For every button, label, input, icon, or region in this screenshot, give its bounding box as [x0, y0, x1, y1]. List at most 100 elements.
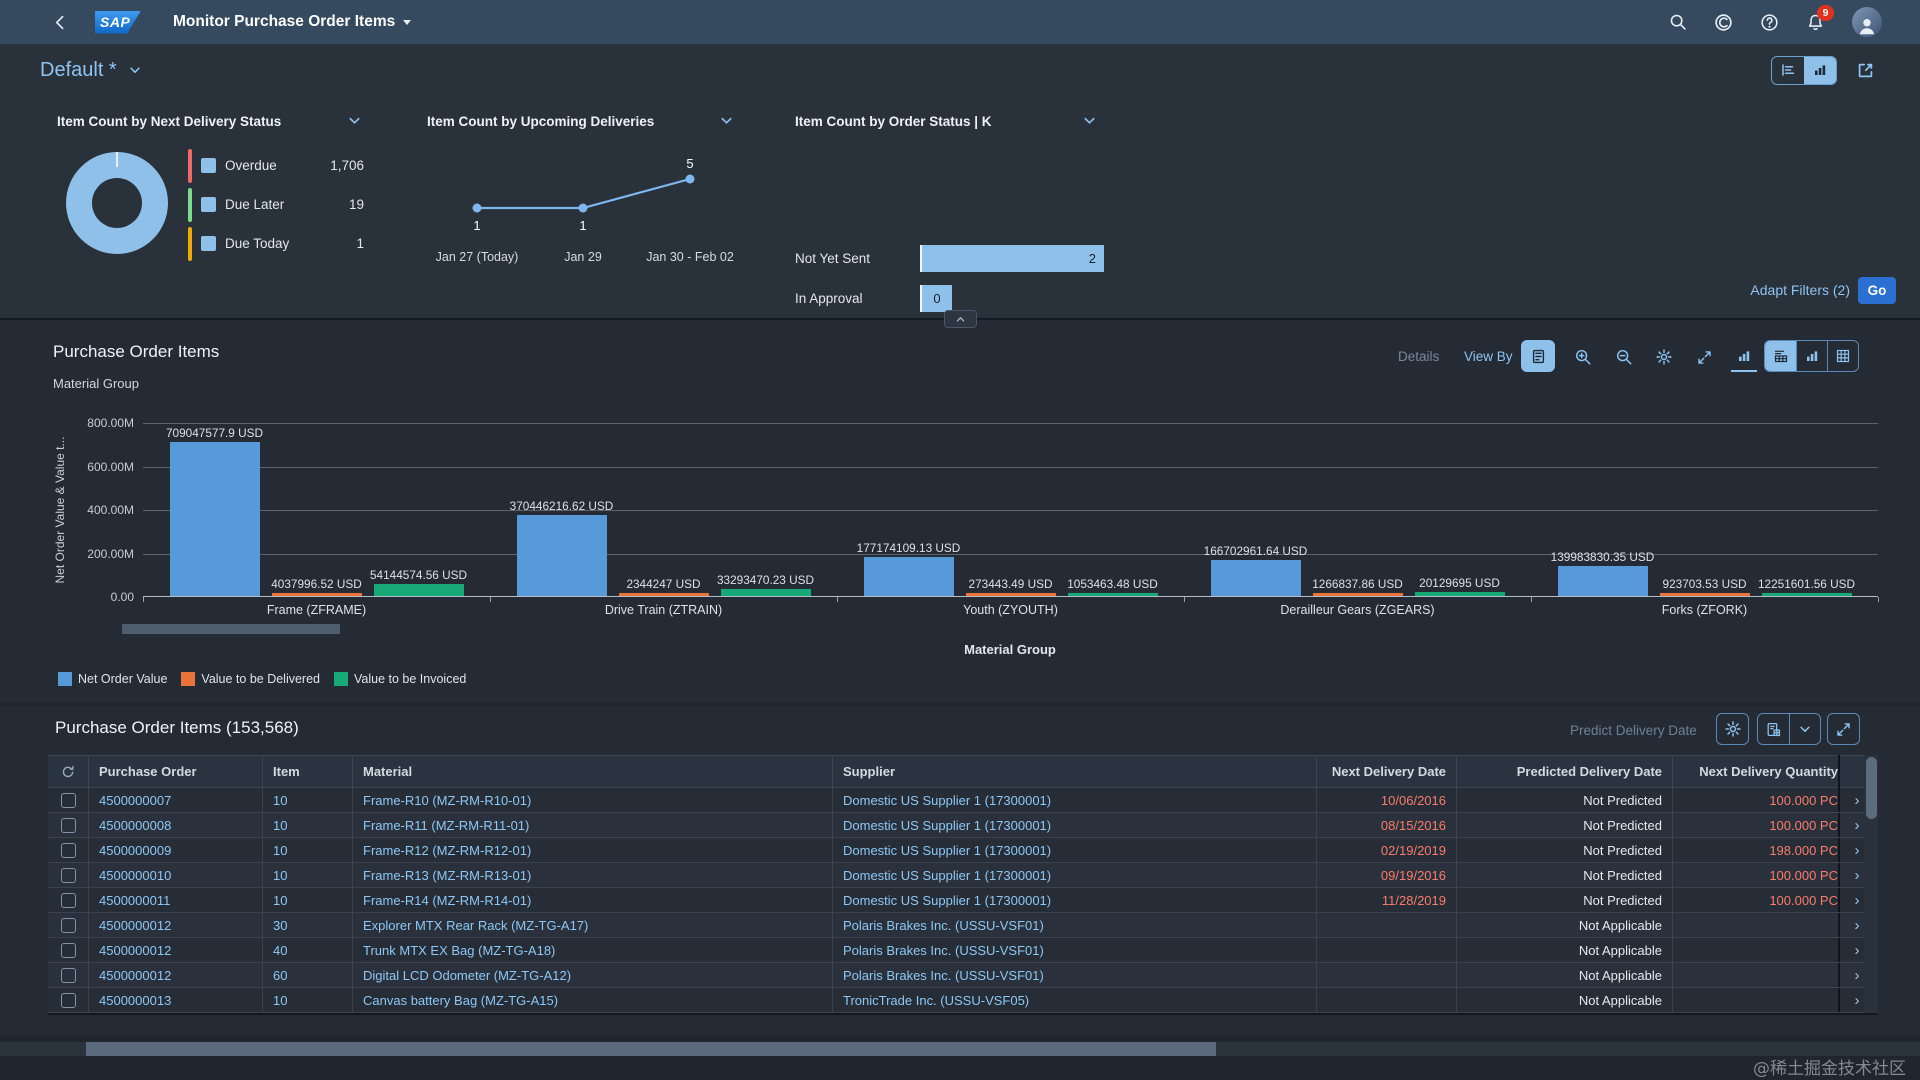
scrollbar-thumb[interactable] [86, 1042, 1216, 1056]
table-row[interactable]: 4500000013 10 Canvas battery Bag (MZ-TG-A1… [48, 988, 1878, 1013]
chart-horizontal-scrollbar[interactable] [122, 624, 340, 634]
chart-bar[interactable] [965, 593, 1056, 596]
table-row[interactable]: 4500000012 60 Digital LCD Odometer (MZ-TG-… [48, 963, 1878, 988]
variant-selector[interactable]: Default * [40, 59, 142, 82]
table-vertical-scrollbar[interactable] [1864, 755, 1878, 1013]
donut-legend-item[interactable]: Overdue 1,706 [188, 146, 364, 185]
supplier-link[interactable]: Domestic US Supplier 1 (17300001) [843, 867, 1052, 883]
chart-bar[interactable] [373, 584, 464, 596]
chevron-down-icon[interactable] [347, 113, 362, 128]
chevron-right-icon[interactable]: › [1854, 866, 1860, 884]
chevron-right-icon[interactable]: › [1854, 991, 1860, 1009]
table-row[interactable]: 4500000009 10 Frame-R12 (MZ-RM-R12-01) Dome… [48, 838, 1878, 863]
chevron-right-icon[interactable]: › [1854, 841, 1860, 859]
table-row[interactable]: 4500000012 30 Explorer MTX Rear Rack (MZ-T… [48, 913, 1878, 938]
export-menu-chevron-down-icon[interactable] [1789, 714, 1820, 744]
table-row[interactable]: 4500000010 10 Frame-R13 (MZ-RM-R13-01) Dome… [48, 863, 1878, 888]
row-checkbox[interactable] [60, 817, 76, 833]
collapse-header-button[interactable] [944, 310, 977, 328]
chart-bar[interactable] [1312, 593, 1403, 596]
supplier-link[interactable]: Domestic US Supplier 1 (17300001) [843, 817, 1052, 833]
material-link[interactable]: Frame-R11 (MZ-RM-R11-01) [363, 817, 530, 833]
supplier-link[interactable]: Polaris Brakes Inc. (USSU-VSF01) [843, 967, 1044, 983]
chart-bar[interactable] [271, 593, 362, 596]
chart-bar[interactable] [1210, 559, 1301, 596]
fullscreen-expand-icon[interactable] [1691, 344, 1717, 370]
chevron-down-icon[interactable] [1082, 113, 1097, 128]
details-button[interactable]: Details [1398, 349, 1440, 364]
item-link[interactable]: 10 [273, 792, 288, 808]
order-status-bar-row[interactable]: Not Yet Sent 2 [795, 238, 1104, 278]
item-link[interactable]: 30 [273, 917, 288, 933]
chart-bar[interactable] [1067, 593, 1158, 596]
material-link[interactable]: Trunk MTX EX Bag (MZ-TG-A18) [363, 942, 556, 958]
item-link[interactable]: 10 [273, 842, 288, 858]
app-title-menu[interactable]: Monitor Purchase Order Items [173, 13, 412, 31]
chart-bar[interactable] [1414, 591, 1505, 596]
purchase-order-link[interactable]: 4500000011 [99, 892, 171, 908]
chart-bar[interactable] [1659, 593, 1750, 596]
view-by-button[interactable]: View By [1464, 349, 1513, 364]
chart-only-view-button[interactable] [1796, 341, 1827, 371]
chevron-right-icon[interactable]: › [1854, 791, 1860, 809]
column-header[interactable]: Next Delivery Date [1316, 755, 1456, 788]
row-checkbox[interactable] [60, 867, 76, 883]
chevron-right-icon[interactable]: › [1854, 916, 1860, 934]
zoom-in-icon[interactable] [1570, 344, 1596, 370]
purchase-order-link[interactable]: 4500000007 [99, 792, 172, 808]
row-checkbox[interactable] [60, 942, 76, 958]
row-checkbox[interactable] [60, 842, 76, 858]
material-link[interactable]: Frame-R10 (MZ-RM-R10-01) [363, 792, 532, 808]
search-icon[interactable] [1669, 13, 1687, 31]
table-only-view-button[interactable] [1827, 341, 1858, 371]
chart-bar[interactable] [1557, 565, 1648, 596]
donut-legend-item[interactable]: Due Today 1 [188, 224, 364, 263]
predict-delivery-date-button[interactable]: Predict Delivery Date [1570, 723, 1697, 738]
table-row[interactable]: 4500000012 40 Trunk MTX EX Bag (MZ-TG-A18)… [48, 938, 1878, 963]
purchase-order-link[interactable]: 4500000009 [99, 842, 172, 858]
go-button[interactable]: Go [1858, 277, 1896, 304]
row-checkbox[interactable] [60, 917, 76, 933]
column-header[interactable]: Purchase Order [88, 755, 262, 788]
chevron-down-icon[interactable] [719, 113, 734, 128]
purchase-order-link[interactable]: 4500000012 [99, 942, 172, 958]
material-link[interactable]: Explorer MTX Rear Rack (MZ-TG-A17) [363, 917, 589, 933]
row-checkbox[interactable] [60, 892, 76, 908]
export-spreadsheet-icon[interactable] [1758, 714, 1789, 744]
filterbar-view-button[interactable] [1772, 57, 1804, 84]
column-header[interactable]: Next Delivery Quantity [1672, 755, 1838, 788]
settings-gear-icon[interactable] [1651, 344, 1677, 370]
table-row[interactable]: 4500000008 10 Frame-R11 (MZ-RM-R11-01) Dome… [48, 813, 1878, 838]
help-icon[interactable] [1760, 13, 1779, 32]
supplier-link[interactable]: TronicTrade Inc. (USSU-VSF05) [843, 992, 1030, 1008]
donut-legend-item[interactable]: Due Later 19 [188, 185, 364, 224]
item-link[interactable]: 10 [273, 817, 288, 833]
row-checkbox[interactable] [60, 792, 76, 808]
back-icon[interactable] [52, 14, 69, 31]
material-link[interactable]: Frame-R13 (MZ-RM-R13-01) [363, 867, 532, 883]
avatar[interactable] [1852, 7, 1882, 37]
purchase-order-link[interactable]: 4500000012 [99, 917, 172, 933]
open-in-new-icon[interactable] [1855, 60, 1876, 81]
legend-toggle-button[interactable] [1521, 340, 1555, 372]
material-link[interactable]: Canvas battery Bag (MZ-TG-A15) [363, 992, 559, 1008]
adapt-filters-link[interactable]: Adapt Filters (2) [1750, 282, 1850, 298]
purchase-order-link[interactable]: 4500000013 [99, 992, 172, 1008]
chart-and-table-view-button[interactable] [1765, 341, 1796, 371]
scrollbar-thumb[interactable] [1865, 757, 1877, 819]
chart-bar[interactable] [169, 441, 260, 596]
material-link[interactable]: Digital LCD Odometer (MZ-TG-A12) [363, 967, 572, 983]
supplier-link[interactable]: Domestic US Supplier 1 (17300001) [843, 892, 1052, 908]
item-link[interactable]: 10 [273, 992, 288, 1008]
column-header[interactable]: Item [262, 755, 352, 788]
supplier-link[interactable]: Domestic US Supplier 1 (17300001) [843, 842, 1052, 858]
row-checkbox[interactable] [60, 967, 76, 983]
item-link[interactable]: 10 [273, 892, 288, 908]
row-checkbox[interactable] [60, 992, 76, 1008]
chevron-right-icon[interactable]: › [1854, 966, 1860, 984]
material-link[interactable]: Frame-R12 (MZ-RM-R12-01) [363, 842, 532, 858]
table-fullscreen-expand-icon[interactable] [1827, 713, 1860, 745]
chart-bar[interactable] [863, 557, 954, 596]
purchase-order-link[interactable]: 4500000010 [99, 867, 172, 883]
table-row[interactable]: 4500000011 10 Frame-R14 (MZ-RM-R14-01) Dome… [48, 888, 1878, 913]
